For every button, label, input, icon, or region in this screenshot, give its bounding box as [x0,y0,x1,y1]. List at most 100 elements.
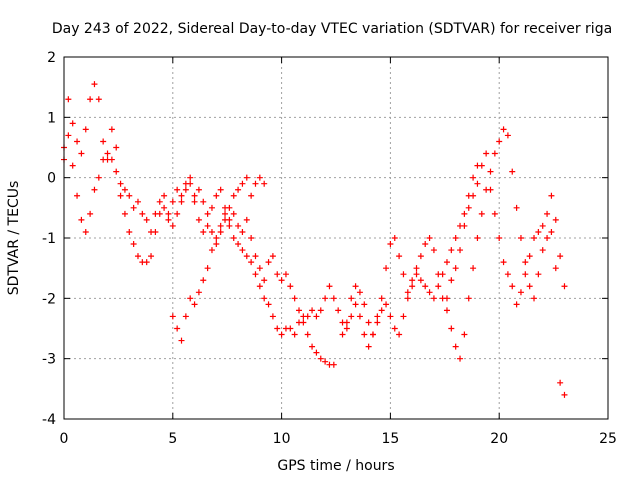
data-point [217,228,224,235]
data-point [491,210,498,217]
data-point [252,253,259,260]
data-point [500,259,507,266]
data-point [317,307,324,314]
data-point [187,180,194,187]
data-point [126,228,133,235]
data-point [169,222,176,229]
series-trace-5 [443,150,568,308]
data-point [544,210,551,217]
data-point [117,192,124,199]
data-point [204,265,211,272]
data-point [130,204,137,211]
data-point [552,216,559,223]
data-point [243,253,250,260]
data-point [478,210,485,217]
data-point [191,198,198,205]
data-point [143,216,150,223]
data-point [422,283,429,290]
data-point [248,259,255,266]
data-point [217,186,224,193]
data-point [87,96,94,103]
data-point [409,283,416,290]
data-point [195,216,202,223]
y-tick-label: -2 [42,291,56,307]
data-point [509,283,516,290]
data-point [548,228,555,235]
y-tick-label: 0 [47,171,56,187]
data-point [369,331,376,338]
data-point [539,222,546,229]
data-point [548,192,555,199]
x-axis-label: GPS time / hours [277,458,394,474]
data-point [296,307,303,314]
data-point [74,192,81,199]
data-point [422,241,429,248]
data-point [174,325,181,332]
data-point [174,186,181,193]
data-point [491,150,498,157]
data-point [365,343,372,350]
data-point [82,126,89,133]
y-tick-label: -1 [42,231,56,247]
data-point [531,295,538,302]
data-point [443,295,450,302]
data-point [69,120,76,127]
data-point [522,271,529,278]
x-axis-ticks: 0 5 10 15 20 25 [60,57,617,447]
data-point [269,313,276,320]
data-point [148,253,155,260]
data-point [517,235,524,241]
data-point [265,301,272,308]
data-point [356,313,363,320]
data-point [113,168,120,175]
data-point [383,265,390,272]
data-point [304,313,311,320]
data-point [187,174,194,181]
data-point [443,259,450,266]
data-point [526,283,533,290]
data-point [235,241,242,248]
data-point [265,259,272,266]
data-point [309,343,316,350]
data-point [535,228,542,235]
data-point [317,355,324,362]
data-point [200,198,207,205]
data-point [222,216,229,223]
data-point [404,289,411,296]
data-point [248,235,255,241]
data-point [134,198,141,205]
data-point [326,283,333,290]
data-point [387,313,394,320]
data-point [230,210,237,217]
data-point [544,235,551,241]
data-point [335,307,342,314]
data-point [557,379,564,386]
data-point [261,295,268,302]
data-point [391,235,398,241]
data-point [461,222,468,229]
data-point [417,277,424,284]
data-point [400,313,407,320]
data-point [513,204,520,211]
data-point [82,228,89,235]
data-point [134,253,141,260]
data-point [243,216,250,223]
data-point [465,295,472,302]
data-point [161,192,168,199]
data-point [539,247,546,254]
data-point [126,192,133,199]
data-point [313,313,320,320]
data-point [139,210,146,217]
data-point [396,253,403,260]
data-point [531,235,538,241]
data-point [200,228,207,235]
data-point [448,247,455,254]
data-point [108,126,115,133]
data-point [496,235,503,241]
data-point [213,235,220,241]
data-point [496,138,503,145]
data-point [561,283,568,290]
data-point [417,253,424,260]
data-point [287,325,294,332]
